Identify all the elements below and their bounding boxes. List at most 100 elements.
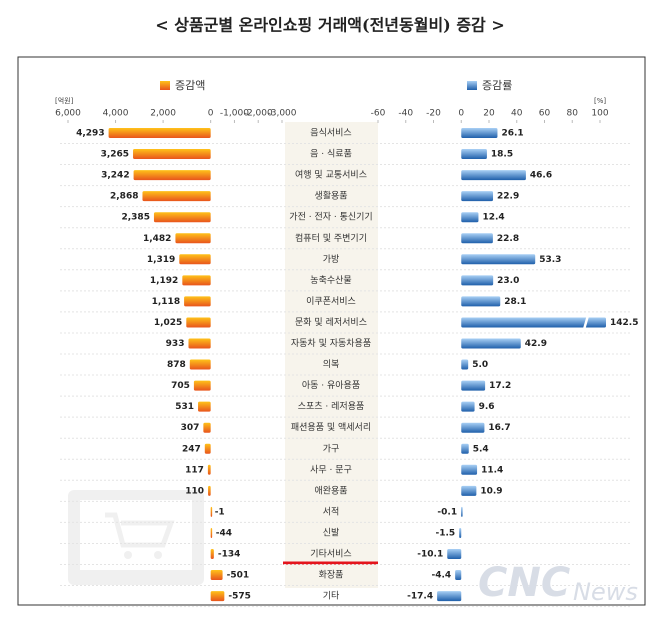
- value-label: -17.4: [407, 592, 433, 602]
- category-label: 기타: [323, 591, 340, 602]
- bar: [461, 170, 526, 181]
- value-label: 17.2: [489, 381, 511, 391]
- category-label: 가방: [323, 254, 340, 265]
- value-label: 1,025: [154, 318, 182, 328]
- x-tick-label: 40: [511, 109, 523, 119]
- bar: [210, 549, 214, 559]
- value-label: 23.0: [497, 276, 519, 286]
- value-label: 46.6: [530, 171, 552, 181]
- category-label: 패션용품 및 액세서리: [291, 421, 371, 433]
- x-tick-label: -60: [371, 109, 386, 119]
- value-label: 3,265: [101, 150, 129, 160]
- value-label: 53.3: [539, 255, 561, 265]
- bar: [461, 464, 478, 475]
- value-label: 110: [185, 486, 204, 496]
- value-label: 1,192: [150, 276, 178, 286]
- category-label: 음 · 식료품: [310, 149, 352, 160]
- x-tick-label: 80: [567, 109, 579, 119]
- axis-unit: [억원]: [55, 96, 74, 105]
- value-label: 11.4: [481, 465, 503, 475]
- bar: [461, 338, 521, 349]
- value-label: 42.9: [525, 339, 547, 349]
- bar: [461, 191, 494, 202]
- bar: [461, 149, 487, 160]
- value-label: 247: [182, 444, 201, 454]
- category-label: 사무 · 문구: [310, 464, 352, 475]
- value-label: -0.1: [437, 507, 457, 517]
- bar: [175, 233, 211, 244]
- bar: [461, 380, 486, 391]
- bar: [133, 149, 211, 160]
- category-label: 의복: [323, 359, 340, 370]
- bar: [461, 233, 493, 244]
- value-label: 142.5: [610, 318, 638, 328]
- cart-icon: [68, 490, 204, 585]
- bar: [210, 527, 213, 538]
- bar: [207, 464, 211, 475]
- bar: [108, 128, 211, 138]
- legend-label: 증감액: [175, 79, 205, 92]
- value-label: 933: [166, 339, 185, 349]
- bar: [461, 317, 606, 328]
- value-label: 12.4: [482, 213, 504, 223]
- value-label: 531: [175, 402, 194, 412]
- value-label: 878: [167, 360, 186, 370]
- watermark: News: [573, 578, 638, 606]
- x-tick-label: 100: [591, 109, 608, 119]
- bar: [461, 275, 494, 286]
- category-label: 컴퓨터 및 주변기기: [295, 232, 367, 244]
- bar: [461, 443, 469, 454]
- category-label: 기타서비스: [310, 549, 351, 560]
- category-label: 서적: [323, 505, 340, 517]
- bar: [198, 401, 211, 412]
- bar: [210, 506, 213, 517]
- legend-swatch: [467, 81, 477, 90]
- category-label: 가구: [323, 443, 340, 454]
- category-label: 문화 및 레저서비스: [295, 316, 367, 328]
- category-label: 음식서비스: [310, 128, 351, 139]
- chart-title: < 상품군별 온라인쇼핑 거래액(전년동월비) 증감 >: [155, 16, 505, 35]
- bar: [461, 296, 501, 307]
- legend-label: 증감률: [482, 79, 512, 92]
- x-tick-label: 6,000: [55, 109, 81, 119]
- bar: [461, 254, 536, 265]
- bar: [461, 485, 477, 496]
- value-label: 16.7: [488, 423, 510, 433]
- value-label: -575: [228, 592, 251, 602]
- bar: [461, 506, 463, 517]
- bar: [153, 212, 211, 223]
- bar: [193, 380, 211, 391]
- bar: [437, 591, 462, 602]
- axis-break: [582, 315, 590, 330]
- x-tick-label: -2,000: [244, 109, 273, 119]
- value-label: -134: [218, 550, 241, 560]
- axis-unit: [%]: [594, 97, 606, 105]
- bar: [189, 359, 211, 370]
- category-column: [285, 122, 378, 588]
- value-label: 2,385: [121, 213, 149, 223]
- bar: [447, 549, 462, 559]
- value-label: 117: [185, 465, 204, 475]
- value-label: -501: [227, 571, 250, 581]
- x-tick-label: 60: [539, 109, 551, 119]
- x-tick-label: 0: [208, 109, 214, 119]
- category-label: 아동 · 유아용품: [302, 380, 360, 391]
- value-label: 28.1: [504, 297, 526, 307]
- value-label: 26.1: [501, 129, 523, 139]
- bar: [133, 170, 211, 181]
- value-label: 705: [171, 381, 190, 391]
- x-tick-label: 2,000: [150, 109, 176, 119]
- value-label: 1,118: [152, 297, 180, 307]
- x-tick-label: -20: [426, 109, 441, 119]
- value-label: 4,293: [76, 129, 104, 139]
- bar: [179, 254, 211, 265]
- bar: [186, 317, 211, 328]
- bar: [142, 191, 211, 202]
- value-label: -44: [216, 528, 232, 538]
- bar: [461, 401, 475, 412]
- bar: [461, 128, 498, 138]
- bar: [461, 422, 485, 433]
- bar: [459, 527, 462, 538]
- x-tick-label: 0: [458, 109, 464, 119]
